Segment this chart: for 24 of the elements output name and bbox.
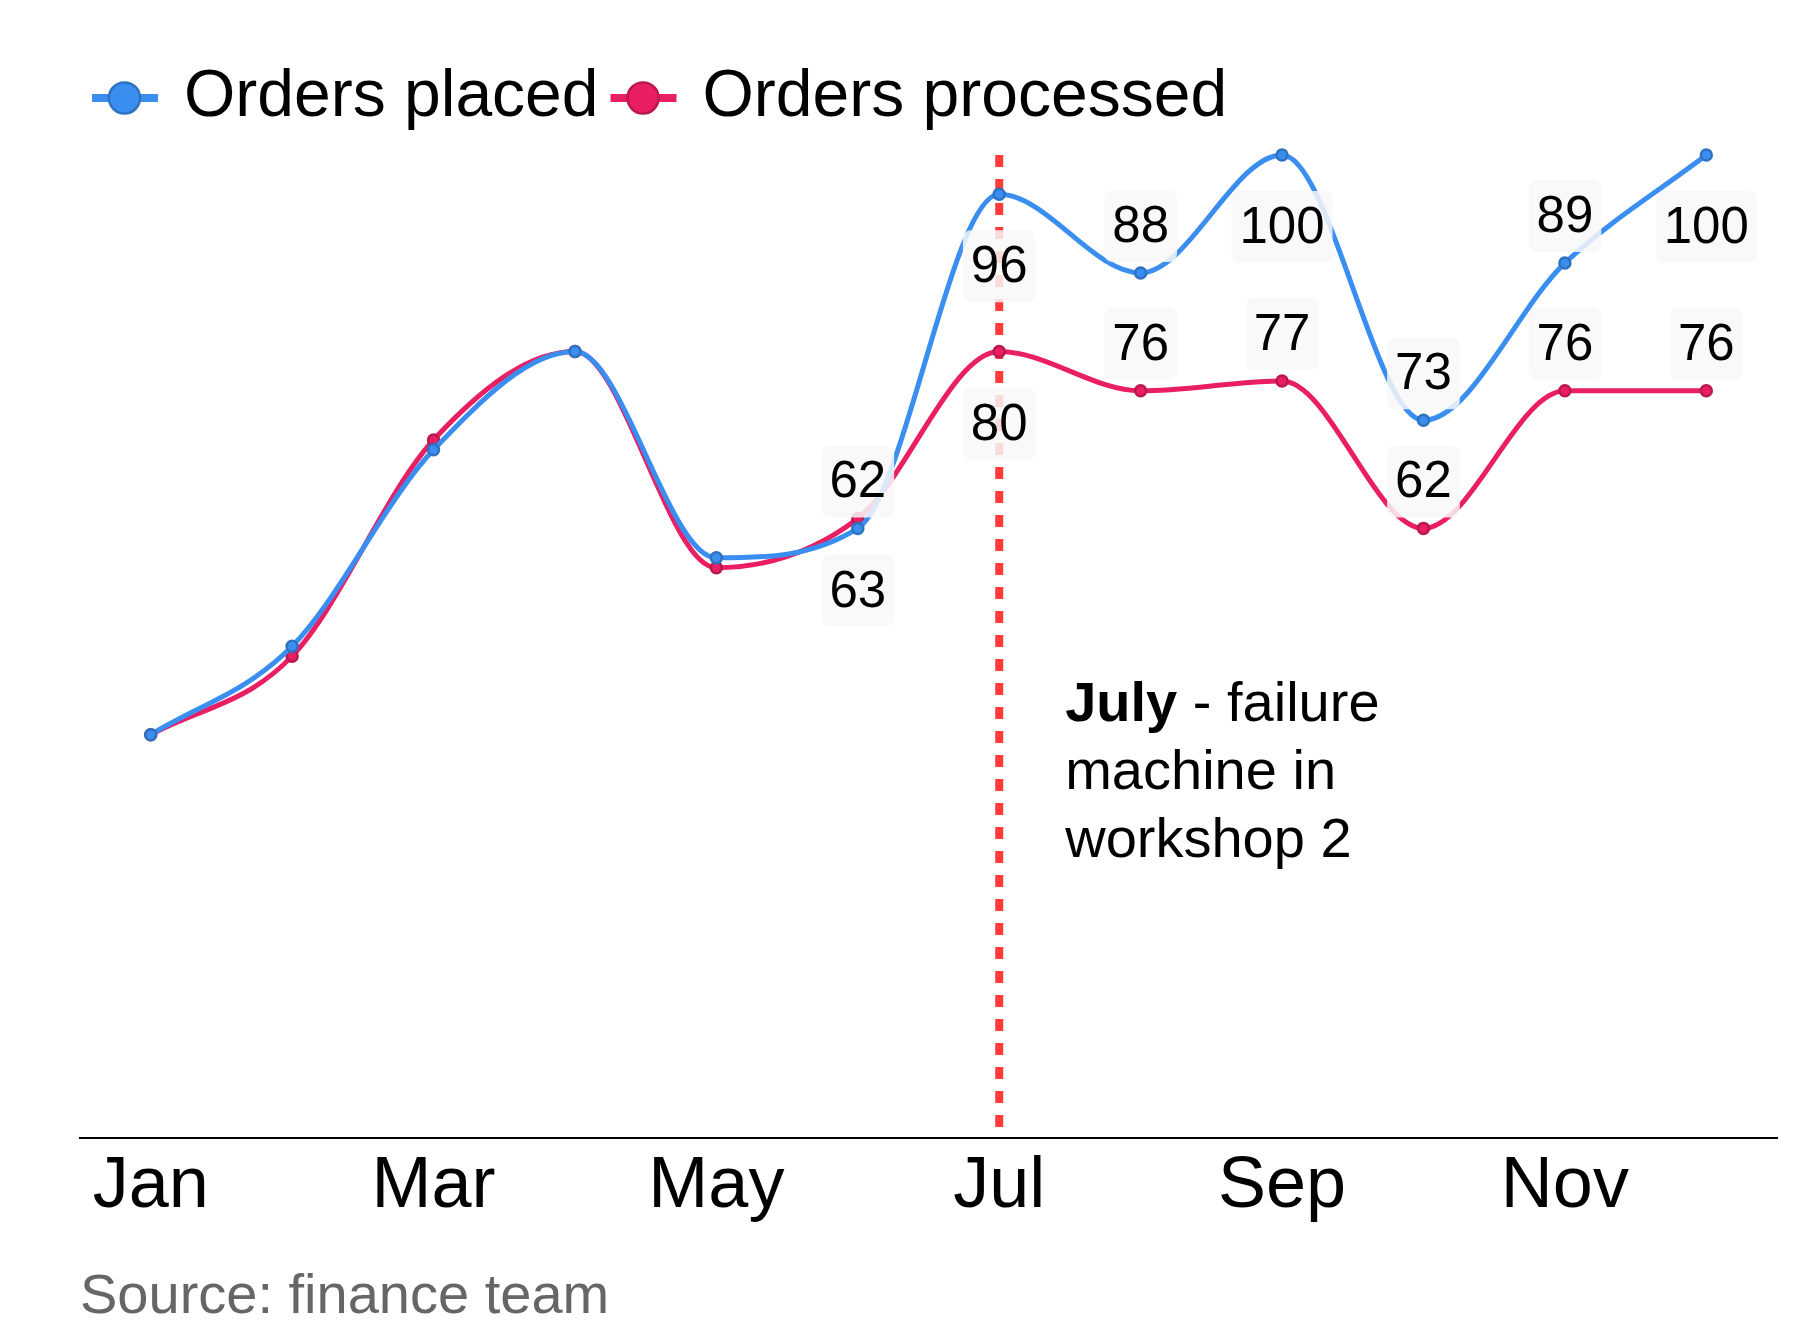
data-label: 88 <box>1112 195 1169 253</box>
legend-label: Orders processed <box>702 56 1228 131</box>
x-tick-label: Jan <box>92 1141 209 1222</box>
source-note: Source: finance team <box>80 1262 610 1326</box>
data-label: 77 <box>1253 304 1311 362</box>
ref-line-label: July - failure machine in workshop 2 <box>1064 669 1380 869</box>
data-label: 62 <box>829 451 887 509</box>
x-tick-label: May <box>648 1141 785 1222</box>
data-label: 80 <box>970 393 1028 451</box>
x-tick-label: Jul <box>953 1141 1046 1222</box>
x-tick-label: Sep <box>1217 1141 1347 1222</box>
data-label: 76 <box>1677 313 1735 371</box>
data-label: 96 <box>970 236 1028 294</box>
data-label: 100 <box>1663 197 1749 255</box>
data-label: 62 <box>1395 451 1452 509</box>
data-label: 89 <box>1536 186 1594 244</box>
x-tick-label: Mar <box>371 1141 496 1222</box>
data-label: 73 <box>1395 343 1452 401</box>
data-label: 76 <box>1112 313 1169 371</box>
data-label: 76 <box>1536 313 1594 371</box>
legend-label: Orders placed <box>184 56 599 131</box>
x-tick-label: Nov <box>1500 1141 1629 1222</box>
data-label: 63 <box>829 560 887 618</box>
data-label: 100 <box>1239 197 1325 255</box>
